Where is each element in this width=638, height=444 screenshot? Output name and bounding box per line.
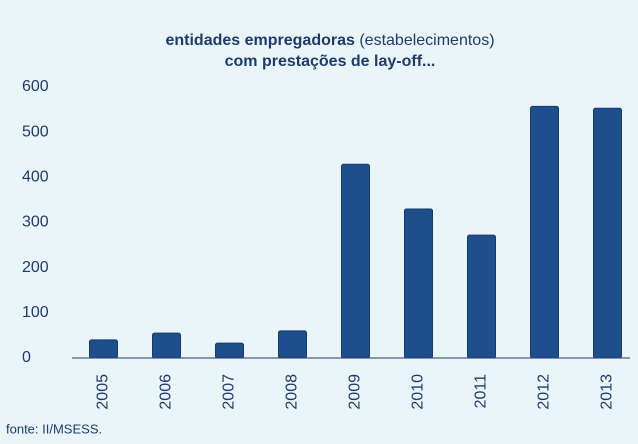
bar	[215, 342, 244, 359]
x-tick-label: 2007	[221, 374, 238, 410]
source: fonte: II/MSESS.	[6, 421, 102, 436]
x-tick-label: 2006	[158, 374, 175, 410]
bar	[530, 105, 559, 359]
y-tick-label: 300	[22, 214, 49, 231]
y-tick-label: 200	[22, 259, 49, 276]
y-tick-label: 600	[22, 78, 49, 95]
bar	[593, 107, 622, 359]
y-tick-label: 400	[22, 169, 49, 186]
x-tick-label: 2010	[410, 374, 427, 410]
bar	[467, 234, 496, 359]
x-tick-label: 2011	[473, 374, 490, 409]
chart-title: entidades empregadoras (estabelecimentos…	[165, 32, 494, 49]
y-tick-label: 100	[22, 304, 49, 321]
x-tick-label: 2013	[599, 374, 616, 410]
chart-subtitle: com prestações de lay-off...	[225, 53, 436, 70]
title-bold: entidades empregadoras	[165, 32, 355, 49]
bar	[152, 332, 181, 359]
bar	[89, 339, 118, 359]
bar	[341, 163, 370, 359]
bar	[278, 330, 307, 359]
x-tick-label: 2009	[347, 374, 364, 410]
y-tick-label: 500	[22, 123, 49, 140]
bar	[404, 208, 433, 359]
x-tick-label: 2005	[95, 374, 112, 410]
x-tick-label: 2012	[536, 374, 553, 410]
title-normal: (estabelecimentos)	[359, 32, 494, 49]
x-tick-label: 2008	[284, 374, 301, 410]
y-tick-label: 0	[22, 349, 31, 366]
